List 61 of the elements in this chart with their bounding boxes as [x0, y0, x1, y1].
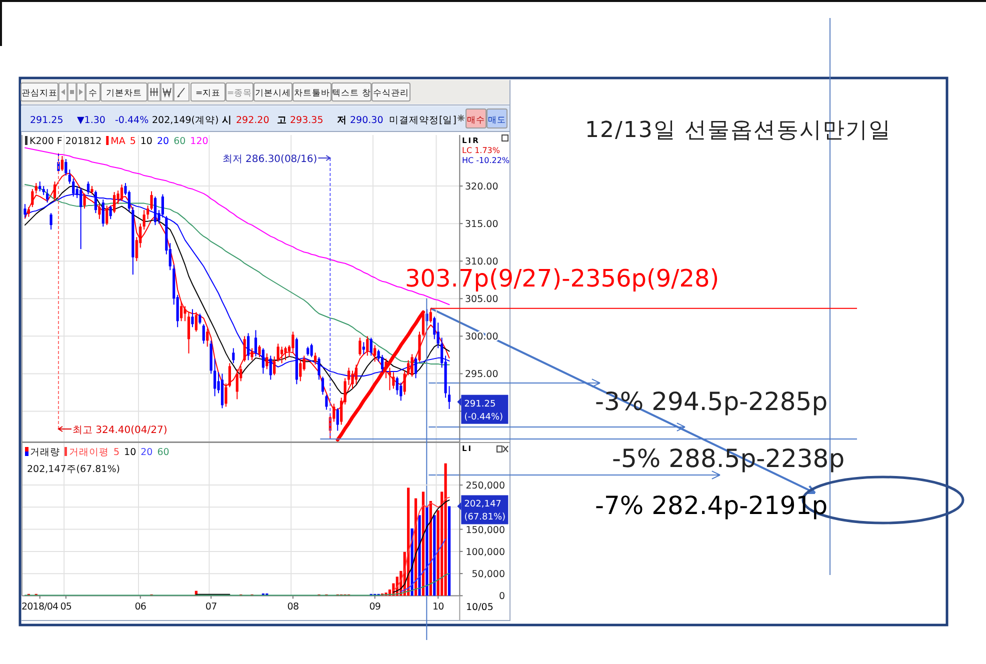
legend-label: 5: [114, 447, 120, 458]
text: -0.44%: [115, 115, 149, 126]
text: 290.30: [350, 115, 384, 126]
text: 291.25: [30, 115, 64, 126]
text: 고: [277, 115, 287, 126]
legend-label: 10: [124, 447, 136, 458]
button: 기본차트: [100, 82, 148, 102]
button: 기본시세: [254, 82, 292, 102]
y-tick-label: 100,000: [466, 546, 505, 558]
chart-subtitle: 202,147주(67.81%): [27, 464, 120, 475]
note-highest: 최고 324.40(04/27): [58, 152, 168, 436]
text: 10/05: [466, 602, 494, 613]
x-tick-label: 10: [432, 602, 444, 613]
y-tick-label: 150,000: [466, 524, 505, 536]
button: =종목: [226, 82, 254, 102]
legend-label: 20: [156, 136, 170, 147]
y-tick-label: 295.00: [465, 369, 498, 380]
button: 관심지표: [20, 82, 58, 102]
text: 293.35: [290, 115, 324, 126]
y-tick-label: 315.00: [465, 219, 498, 230]
button: 차트툴바: [292, 82, 332, 102]
button: 수식관리: [372, 82, 410, 102]
annotation: 최저 286.30(08/16): [222, 154, 318, 165]
y-tick-label: 305.00: [465, 294, 498, 306]
legend-label: 10: [140, 136, 152, 147]
legend-label: 5: [130, 136, 136, 147]
chart-subtitle: K200 F 201812: [30, 136, 102, 147]
button: 텍스트 창: [332, 82, 372, 102]
text: HC -10.22%: [462, 156, 510, 165]
legend-label: 거래량: [30, 447, 60, 458]
text: 202,149(계약): [152, 115, 219, 126]
text: 292.20: [236, 115, 270, 126]
x-tick-label: 08: [287, 602, 299, 613]
text: (-0.44%): [464, 412, 504, 422]
legend-label: 120: [190, 136, 208, 147]
button: 수: [86, 82, 100, 102]
text: 미결제약정[일]: [389, 115, 456, 126]
button: 매도: [486, 108, 508, 128]
x-tick-label: 09: [369, 602, 380, 613]
note-lowest: 최저 286.30(08/16): [222, 154, 332, 440]
x-tick-label: 06: [134, 602, 146, 613]
x-tick-label: 05: [60, 602, 72, 613]
button: 매수: [466, 108, 486, 128]
text: ▼1.30: [77, 115, 106, 126]
annotation: 최고 324.40(04/27): [72, 425, 168, 436]
y-tick-label: 50,000: [472, 569, 505, 580]
legend-label: 60: [174, 136, 186, 147]
legend-label: 20: [140, 447, 153, 458]
legend-title: MA: [110, 136, 126, 147]
legend-label: 60: [157, 447, 170, 458]
text: 시: [222, 115, 232, 126]
x-tick-label: 07: [205, 602, 217, 613]
x-tick-label: 2018/04: [22, 602, 58, 613]
y-tick-label: 320.00: [465, 182, 498, 193]
y-tick-label: 0: [498, 591, 505, 602]
y-tick-label: 250,000: [466, 480, 505, 492]
text: (67.81%): [464, 512, 506, 523]
legend-title: 거래이평: [69, 447, 109, 458]
text: LC 1.73%: [462, 146, 500, 155]
text: 저: [337, 115, 347, 126]
button: =지표: [190, 82, 226, 102]
